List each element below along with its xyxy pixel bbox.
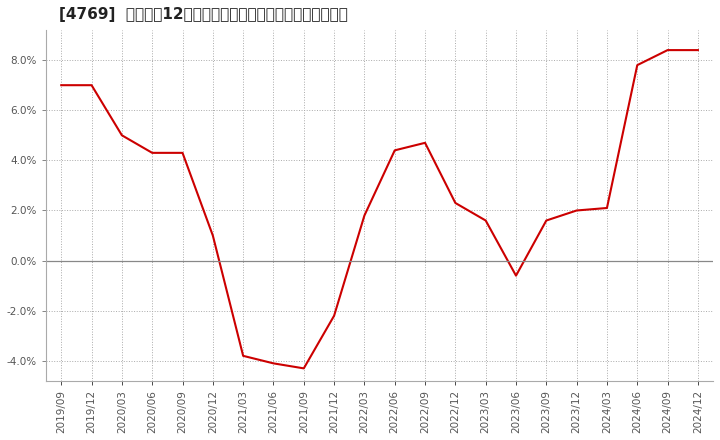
Text: [4769]  売上高の12か月移動合計の対前年同期増減率の推移: [4769] 売上高の12か月移動合計の対前年同期増減率の推移: [60, 7, 348, 22]
